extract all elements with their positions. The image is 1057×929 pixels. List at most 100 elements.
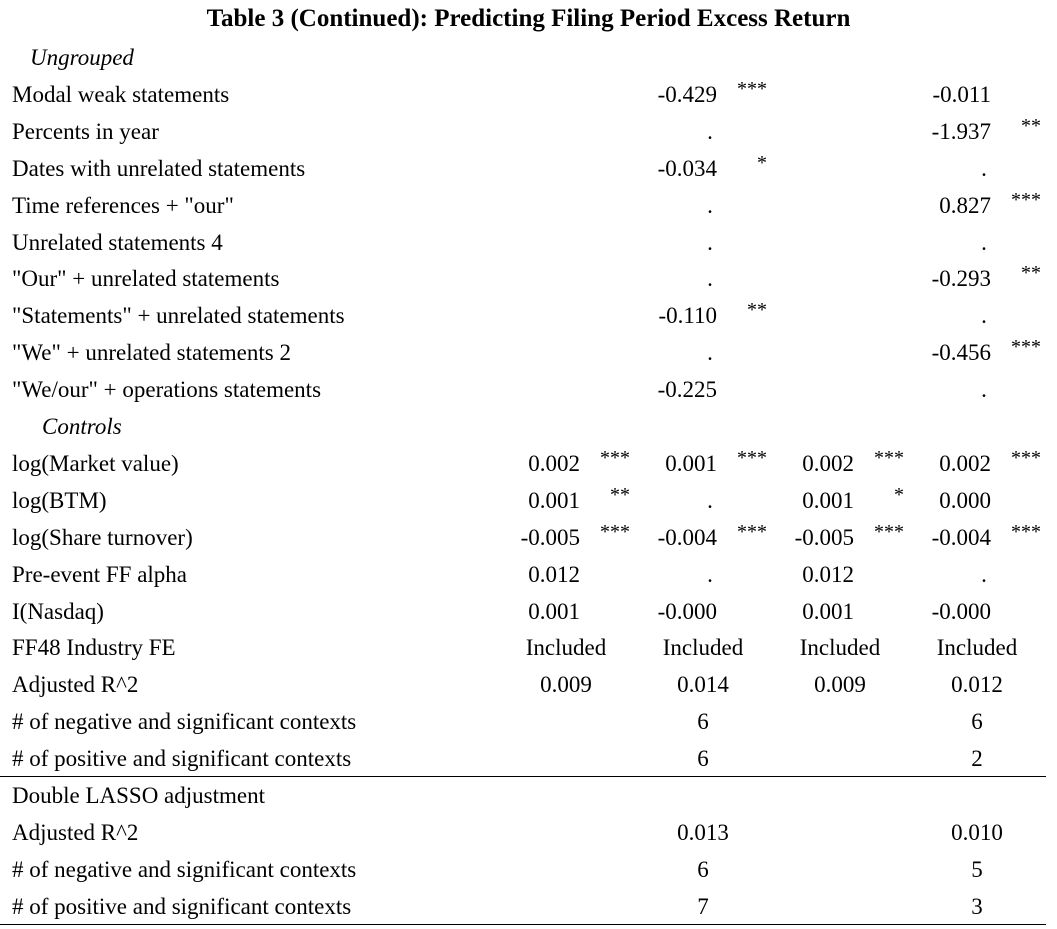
coefficient-cell: 0.827 ***: [939, 188, 1041, 225]
coefficient-value: -0.000: [657, 598, 717, 624]
coefficient-value: .: [707, 192, 713, 218]
coefficient-cell: -0.000: [932, 594, 1041, 631]
significance-stars: **: [610, 483, 630, 506]
coefficient-cell: 0.001: [802, 594, 904, 631]
coefficient-cell: 0.001: [528, 594, 630, 631]
coefficient-value: .: [707, 229, 713, 255]
significance-stars: ***: [737, 446, 767, 469]
significance-stars: *: [894, 483, 904, 506]
cell-value: Included: [525, 635, 607, 661]
coefficient-value: 0.001: [665, 450, 717, 476]
cell-value: 0.009: [814, 672, 866, 698]
row-label: Pre-event FF alpha: [12, 561, 188, 587]
coefficient-cell: .: [703, 483, 767, 520]
coefficient-value: .: [981, 377, 987, 403]
significance-stars: ***: [874, 446, 904, 469]
coefficient-value: 0.001: [528, 487, 580, 513]
coefficient-value: 0.827: [939, 192, 991, 218]
coefficient-value: -0.456: [931, 340, 991, 366]
coefficient-cell: .: [977, 557, 1041, 594]
table-row: "We" + unrelated statements 2. -0.456 ***: [0, 335, 1057, 372]
cell-value: 6: [697, 746, 709, 772]
coefficient-value: 0.002: [939, 450, 991, 476]
cell-value: 5: [971, 856, 983, 882]
coefficient-value: -0.004: [931, 524, 991, 550]
coefficient-cell: .: [977, 151, 1041, 188]
table-row: Unrelated statements 4..: [0, 225, 1057, 262]
row-label: log(Market value): [12, 450, 179, 476]
cell-value: 0.009: [540, 672, 592, 698]
coefficient-cell: 0.002 ***: [528, 446, 630, 483]
table-row: # of positive and significant contexts 7 3: [0, 889, 1057, 926]
table-row: "Our" + unrelated statements. -0.293 **: [0, 261, 1057, 298]
cell-value: 0.013: [677, 819, 729, 845]
significance-stars: **: [1021, 114, 1041, 137]
row-label: "Our" + unrelated statements: [12, 266, 280, 292]
coefficient-cell: 0.001 **: [528, 483, 630, 520]
cell-value: 0.014: [677, 672, 729, 698]
table-row: FF48 Industry FE Included Included Included…: [0, 630, 1057, 667]
row-label: # of negative and significant contexts: [12, 856, 357, 882]
coefficient-value: -0.293: [931, 266, 991, 292]
coefficient-value: .: [707, 118, 713, 144]
coefficient-value: -0.034: [657, 155, 717, 181]
row-label: # of positive and significant contexts: [12, 893, 352, 919]
coefficient-value: -0.000: [931, 598, 991, 624]
table-row: log(Market value) 0.002 *** 0.001 *** 0.002 **…: [0, 446, 1057, 483]
cell-value: 3: [971, 893, 983, 919]
coefficient-cell: .: [703, 225, 767, 262]
coefficient-cell: .: [977, 372, 1041, 409]
coefficient-cell: 0.012: [528, 557, 630, 594]
row-label: log(BTM): [12, 487, 107, 513]
coefficient-value: -0.225: [657, 377, 717, 403]
cell-value: Included: [662, 635, 744, 661]
coefficient-value: 0.001: [802, 487, 854, 513]
table-row: Adjusted R^2 0.013 0.010: [0, 815, 1057, 852]
significance-stars: ***: [1011, 446, 1041, 469]
table-row: "Statements" + unrelated statements -0.11…: [0, 298, 1057, 335]
significance-stars: ***: [737, 77, 767, 100]
coefficient-cell: 0.002 ***: [802, 446, 904, 483]
table-row: # of positive and significant contexts 6 2: [0, 741, 1057, 778]
coefficient-value: .: [981, 303, 987, 329]
coefficient-value: 0.000: [939, 487, 991, 513]
significance-stars: ***: [600, 446, 630, 469]
row-label: "We" + unrelated statements 2: [12, 340, 291, 366]
cell-value: 0.012: [951, 672, 1003, 698]
cell-value: Included: [936, 635, 1018, 661]
coefficient-cell: 0.012: [802, 557, 904, 594]
row-label: Adjusted R^2: [12, 819, 139, 845]
table-row: "We/our" + operations statements -0.225.: [0, 372, 1057, 409]
coefficient-value: .: [707, 561, 713, 587]
significance-stars: ***: [874, 520, 904, 543]
row-label: Modal weak statements: [12, 81, 230, 107]
row-label: Double LASSO adjustment: [12, 783, 265, 808]
coefficient-value: 0.012: [802, 561, 854, 587]
coefficient-cell: -0.429 ***: [658, 77, 767, 114]
table-row: Controls: [0, 409, 1057, 446]
coefficient-value: .: [707, 266, 713, 292]
cell-value: Included: [799, 635, 881, 661]
coefficient-cell: 0.001 ***: [665, 446, 767, 483]
table-row: I(Nasdaq) 0.001 -0.000 0.001 -0.000: [0, 594, 1057, 631]
row-label: Percents in year: [12, 118, 159, 144]
table-row: Ungrouped: [0, 40, 1057, 77]
row-label: # of positive and significant contexts: [12, 746, 352, 772]
coefficient-value: .: [981, 155, 987, 181]
coefficient-cell: .: [703, 335, 767, 372]
table-row: Time references + "our". 0.827 ***: [0, 188, 1057, 225]
row-label: I(Nasdaq): [12, 598, 104, 624]
coefficient-cell: -0.005 ***: [795, 520, 904, 557]
row-label: "We/our" + operations statements: [12, 377, 322, 403]
coefficient-cell: -0.004 ***: [932, 520, 1041, 557]
coefficient-cell: .: [703, 261, 767, 298]
cell-value: 6: [697, 709, 709, 735]
coefficient-value: 0.012: [528, 561, 580, 587]
significance-stars: ***: [1011, 188, 1041, 211]
coefficient-value: -0.429: [657, 81, 717, 107]
coefficient-cell: .: [703, 557, 767, 594]
table-row: log(BTM) 0.001 **. 0.001 * 0.000: [0, 483, 1057, 520]
coefficient-value: .: [981, 561, 987, 587]
table-row: Modal weak statements -0.429 *** -0.011: [0, 77, 1057, 114]
row-label: log(Share turnover): [12, 524, 193, 550]
